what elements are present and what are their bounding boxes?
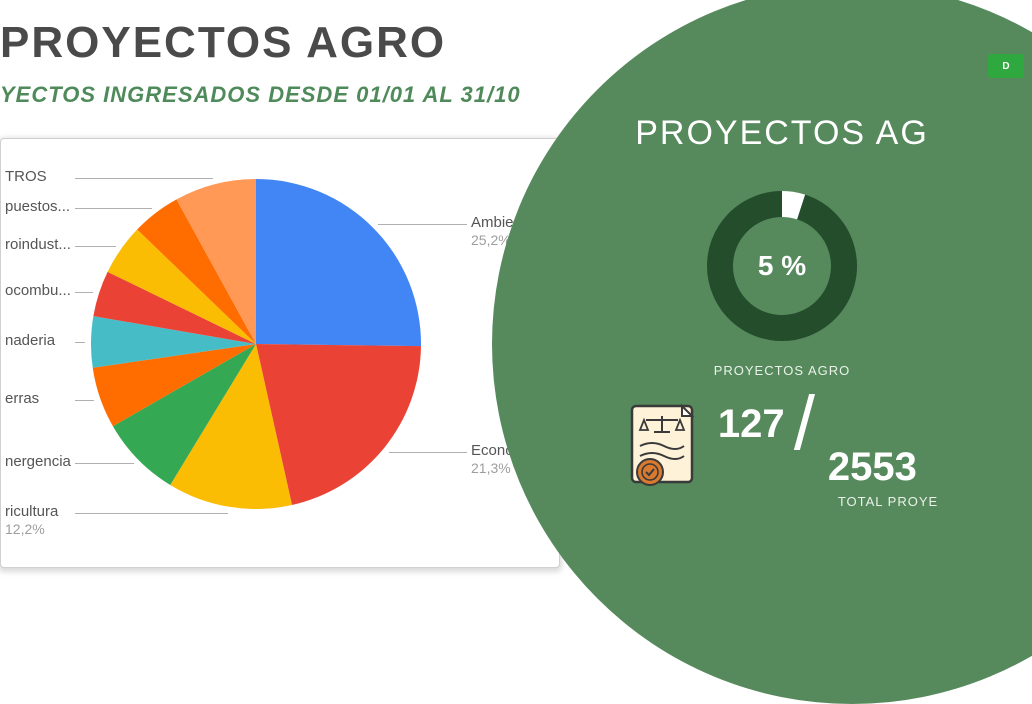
document-icon [626, 402, 704, 492]
pie-leader-line [75, 246, 116, 247]
pie-slice-label: nergencia [5, 453, 71, 471]
pie-chart [91, 179, 421, 514]
page-title: PROYECTOS AGRO [0, 18, 600, 68]
donut-caption: PROYECTOS AGRO [714, 363, 851, 378]
pie-leader-line [389, 452, 467, 453]
page-subtitle: YECTOS INGRESADOS DESDE 01/01 AL 31/10 [0, 82, 600, 108]
pie-leader-line [75, 463, 134, 464]
pie-slice-label: erras [5, 390, 39, 408]
donut-percent: 5 % [697, 181, 867, 351]
fraction-block: 127 / 2553 TOTAL PROYE [626, 402, 938, 509]
pie-slice-label: TROS [5, 168, 47, 186]
pie-leader-line [75, 400, 94, 401]
donut-chart: 5 % [697, 181, 867, 351]
pie-leader-line [75, 513, 228, 514]
pie-slice-label: ricultura12,2% [5, 503, 58, 539]
fraction-slash: / [794, 380, 815, 467]
pie-slice-label: roindust... [5, 236, 71, 254]
summary-title: PROYECTOS AG [635, 114, 929, 153]
pie-slice-label: puestos... [5, 198, 70, 216]
pie-leader-line [75, 178, 213, 179]
pie-leader-line [75, 342, 85, 343]
pie-leader-line [378, 224, 467, 225]
pie-slice-label: naderia [5, 332, 55, 350]
pie-slice-label: ocombu... [5, 282, 71, 300]
pie-slice [256, 179, 421, 346]
pie-leader-line [75, 208, 152, 209]
logo-badge: D [988, 54, 1024, 78]
pie-leader-line [75, 292, 93, 293]
fraction-numerator: 127 [718, 402, 938, 447]
fraction-caption: TOTAL PROYE [838, 494, 938, 509]
fraction-denominator: 2553 [828, 445, 938, 490]
fraction-numbers: 127 / 2553 TOTAL PROYE [718, 402, 938, 509]
pie-chart-card: Ambiente25,2%Economia...21,3%ricultura12… [0, 138, 560, 568]
